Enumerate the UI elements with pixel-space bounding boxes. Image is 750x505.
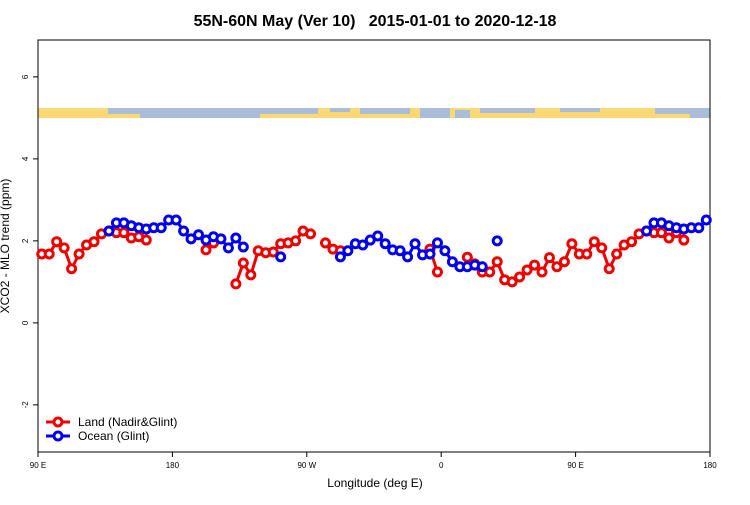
data-point [558, 256, 570, 268]
data-point [394, 245, 406, 257]
data-point [275, 251, 287, 263]
legend-label: Ocean (Glint) [78, 429, 149, 443]
data-point [58, 242, 70, 254]
data-point [603, 263, 615, 275]
legend-marker [52, 416, 64, 428]
data-point [461, 251, 473, 263]
data-point [237, 241, 249, 253]
data-point [66, 263, 78, 275]
x-tick-label: 0 [439, 461, 444, 470]
data-point [506, 276, 518, 288]
data-point [439, 245, 451, 257]
data-point [626, 236, 638, 248]
x-tick-label: 90 E [30, 461, 46, 470]
data-point [431, 237, 443, 249]
data-point [529, 259, 541, 271]
x-tick-label: 90 W [297, 461, 316, 470]
data-point [319, 237, 331, 249]
data-point [237, 257, 249, 269]
data-point [446, 256, 458, 268]
data-point [305, 228, 317, 240]
legend: Land (Nadir&Glint)Ocean (Glint) [46, 415, 177, 443]
data-point [267, 246, 279, 258]
y-tick-label: -2 [21, 401, 30, 409]
data-point [155, 222, 167, 234]
data-point [514, 271, 526, 283]
data-point [193, 229, 205, 241]
data-point [178, 225, 190, 237]
data-point [693, 222, 705, 234]
data-point [103, 225, 115, 237]
x-tick-label: 90 E [567, 461, 583, 470]
plot-frame [37, 39, 711, 453]
data-point [596, 242, 608, 254]
data-point [140, 234, 152, 246]
y-axis-label: XCO2 - MLO trend (ppm) [0, 179, 12, 314]
data-point [409, 238, 421, 250]
legend-label: Land (Nadir&Glint) [78, 415, 177, 429]
data-point [43, 248, 55, 260]
data-point [536, 266, 548, 278]
data-point [491, 256, 503, 268]
data-point [357, 239, 369, 251]
y-tick-label: 4 [21, 156, 30, 161]
data-point [551, 261, 563, 273]
data-point [230, 232, 242, 244]
data-point [215, 233, 227, 245]
data-point [402, 251, 414, 263]
data-point [566, 238, 578, 250]
data-point [334, 251, 346, 263]
data-point [655, 227, 667, 239]
data-point [678, 234, 690, 246]
data-point [170, 214, 182, 226]
data-point [230, 278, 242, 290]
data-point [424, 248, 436, 260]
x-tick-label: 180 [703, 461, 717, 470]
x-tick-label: 180 [166, 461, 180, 470]
data-point [641, 225, 653, 237]
data-point [476, 261, 488, 273]
data-point [663, 232, 675, 244]
y-tick-label: 2 [21, 238, 30, 243]
y-tick-label: 0 [21, 320, 30, 325]
data-point [484, 266, 496, 278]
data-point [200, 244, 212, 256]
data-point [290, 235, 302, 247]
data-point [379, 238, 391, 250]
data-point [245, 269, 257, 281]
y-tick-label: 6 [21, 74, 30, 79]
data-point [588, 236, 600, 248]
map-strip [38, 108, 710, 118]
data-point [700, 214, 712, 226]
chart-title: 55N-60N May (Ver 10) 2015-01-01 to 2020-… [194, 13, 557, 30]
data-point [372, 230, 384, 242]
x-axis-label: Longitude (deg E) [327, 476, 422, 490]
data-point [543, 252, 555, 264]
data-point [521, 264, 533, 276]
data-point [222, 242, 234, 254]
data-point [491, 235, 503, 247]
data-point [73, 248, 85, 260]
legend-marker [52, 430, 64, 442]
data-point [51, 236, 63, 248]
data-point [88, 236, 100, 248]
data-point [581, 248, 593, 260]
data-point [118, 227, 130, 239]
data-point [611, 248, 623, 260]
data-point [431, 266, 443, 278]
data-point [342, 245, 354, 257]
